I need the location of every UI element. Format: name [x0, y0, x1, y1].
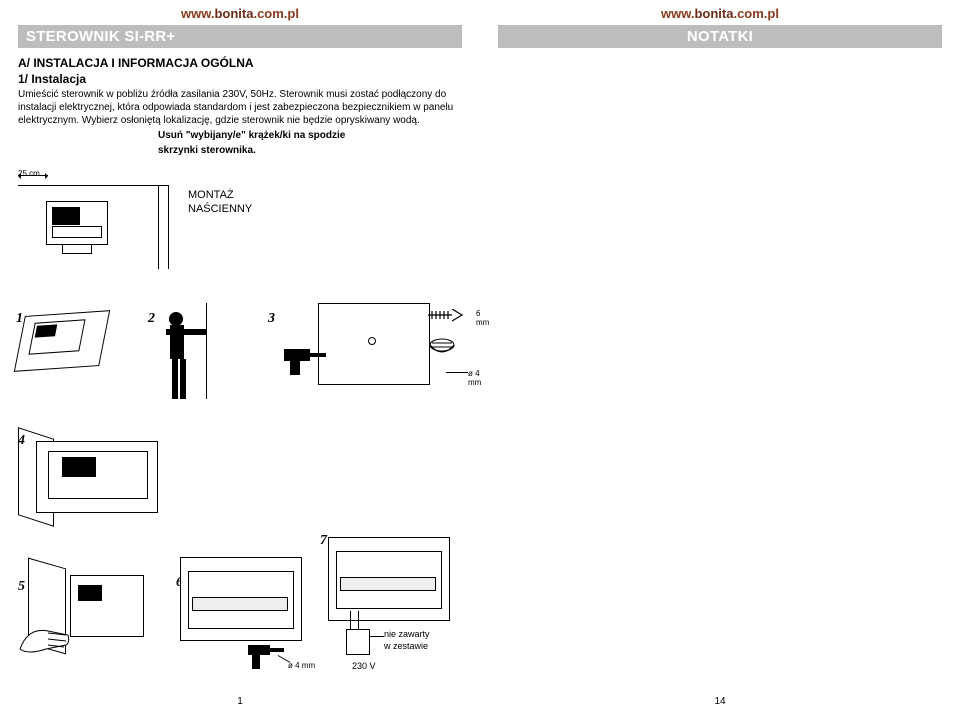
- url-seg-compl: .com.pl: [253, 6, 299, 21]
- dim-25cm-arrow: [18, 175, 48, 176]
- wall-line-b: [168, 185, 169, 269]
- step4-open-housing: [18, 433, 188, 533]
- step3-hole: [368, 337, 376, 345]
- screw-anchor-icon: [428, 309, 472, 369]
- bold-instruction-line2: skrzynki sterownika.: [158, 144, 462, 157]
- step5-hand-reach: [18, 563, 158, 663]
- hand-icon: [18, 623, 72, 659]
- step1-open-face: [12, 303, 130, 391]
- step7-leader: [370, 636, 384, 637]
- callout-4mm-leader: [446, 372, 468, 373]
- step7-not-included-l1: nie zawarty: [384, 629, 430, 639]
- step7-power-connection: nie zawarty w zestawie 230 V: [328, 533, 488, 693]
- person-silhouette-icon: [154, 309, 214, 401]
- step4-lcd: [62, 457, 96, 477]
- url-seg-bonita-r: bonita: [694, 6, 733, 21]
- step5-lcd: [78, 585, 102, 601]
- drill-icon: [284, 345, 328, 377]
- step-num-7: 7: [320, 533, 327, 549]
- page-spread: www.bonita.com.pl STEROWNIK SI-RR+ A/ IN…: [0, 0, 960, 713]
- step6-terminal-drill: ø 4 mm: [172, 553, 322, 683]
- page-number-right: 14: [714, 696, 725, 707]
- right-page: www.bonita.com.pl NOTATKI 14: [480, 0, 960, 713]
- controller-conduit: [62, 245, 92, 254]
- step7-230v-label: 230 V: [352, 661, 376, 671]
- title-banner-left: STEROWNIK SI-RR+: [18, 25, 462, 48]
- header-url-left[interactable]: www.bonita.com.pl: [18, 6, 462, 21]
- step7-wire-2: [358, 611, 359, 629]
- step7-power-box: [346, 629, 370, 655]
- step7-not-included-l2: w zestawie: [384, 641, 428, 651]
- step6-terminal-strip: [192, 597, 288, 611]
- url-seg-www: www.: [181, 6, 214, 21]
- title-banner-right: NOTATKI: [498, 25, 942, 48]
- url-seg-compl-r: .com.pl: [733, 6, 779, 21]
- wall-line-a: [158, 185, 159, 269]
- montaz-label: MONTAŻ NAŚCIENNY: [188, 189, 252, 217]
- intro-paragraph: Umieścić sterownik w pobliżu źródła zasi…: [18, 88, 462, 127]
- page-number-left: 1: [237, 696, 243, 707]
- montaz-l2: NAŚCIENNY: [188, 203, 252, 215]
- left-page: www.bonita.com.pl STEROWNIK SI-RR+ A/ IN…: [0, 0, 480, 713]
- bold-instruction-line1: Usuń "wybijany/e" krążek/ki na spodzie: [158, 129, 462, 142]
- scene-25cm: 25 cm: [18, 163, 178, 273]
- url-seg-www-r: www.: [661, 6, 694, 21]
- montaz-l1: MONTAŻ: [188, 189, 234, 201]
- controller-lcd: [52, 207, 80, 225]
- step7-wire-1: [350, 611, 351, 629]
- header-url-right[interactable]: www.bonita.com.pl: [498, 6, 942, 21]
- section-1-heading: 1/ Instalacja: [18, 72, 462, 86]
- step2-person-drill: [154, 303, 254, 403]
- controller-button-row: [52, 226, 102, 238]
- step6-4mm-label: ø 4 mm: [288, 661, 315, 670]
- installation-illustration: 25 cm MONTAŻ NAŚCIENNY 1 2 3 4 5 6 7: [18, 163, 462, 663]
- ledge-line: [18, 185, 168, 186]
- step1-lcd: [35, 324, 58, 337]
- step3-mounting-plate: 6 mm ø 4 mm: [272, 303, 472, 413]
- dim-25cm-label: 25 cm: [18, 169, 40, 178]
- url-seg-bonita: bonita: [214, 6, 253, 21]
- section-a-heading: A/ INSTALACJA I INFORMACJA OGÓLNA: [18, 56, 462, 70]
- step7-terminal-strip: [340, 577, 436, 591]
